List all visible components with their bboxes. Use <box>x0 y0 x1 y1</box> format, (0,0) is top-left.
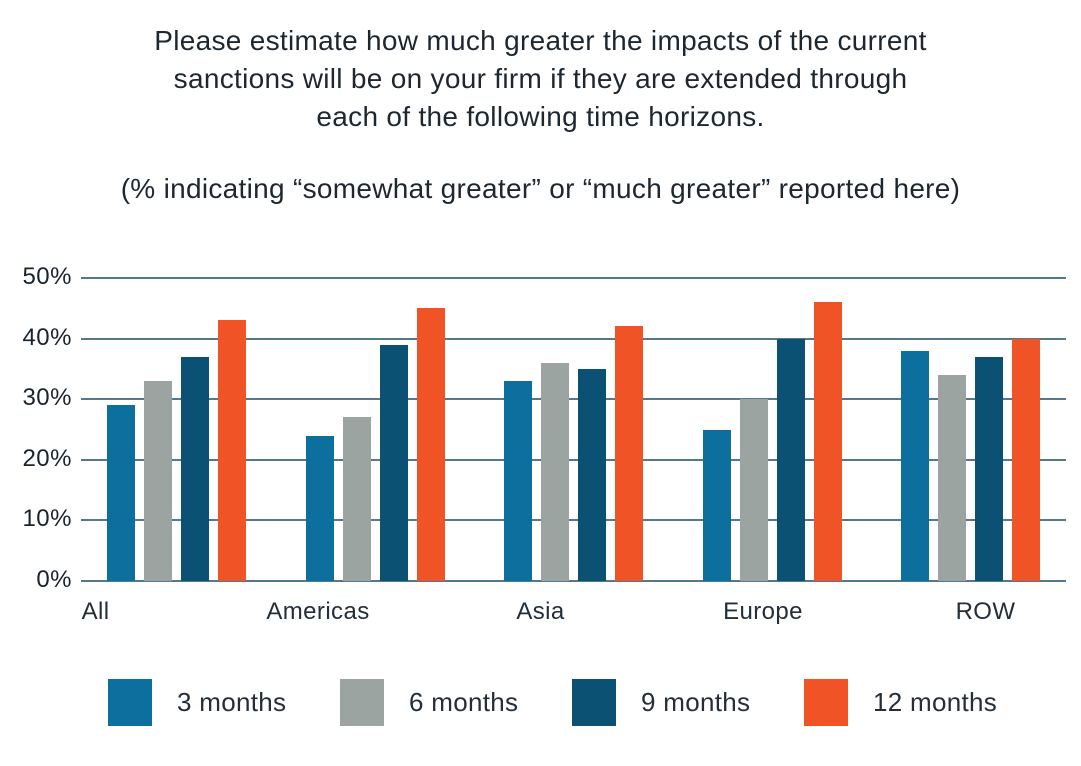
bar-row-9-months <box>975 356 1003 581</box>
bar-europe-6-months <box>739 399 768 581</box>
bar-europe-3-months <box>702 429 731 581</box>
legend-label: 3 months <box>177 687 287 717</box>
bar-europe-9-months <box>776 338 805 581</box>
bar-all-3-months <box>107 405 135 581</box>
bar-group-all <box>107 278 246 581</box>
legend-swatch-6-months <box>340 679 384 726</box>
chart-title-line: sanctions will be on your firm if they a… <box>173 63 908 94</box>
x-axis-label-asia: Asia <box>516 598 565 625</box>
legend-swatch-3-months <box>108 679 152 726</box>
bar-group-row <box>901 278 1040 581</box>
bar-americas-3-months <box>305 435 334 581</box>
legend-label: 9 months <box>641 687 751 717</box>
gridline-40 <box>81 337 1066 340</box>
bar-asia-3-months <box>504 381 532 581</box>
y-axis-tick-label: 30% <box>22 384 72 412</box>
bar-all-12-months <box>218 320 246 581</box>
legend-label: 12 months <box>873 687 998 717</box>
legend-swatch-12-months <box>804 679 848 726</box>
y-axis-tick-label: 50% <box>22 263 72 290</box>
y-axis-tick-label: 20% <box>22 444 72 472</box>
bar-all-6-months <box>144 381 172 581</box>
legend-swatch-9-months <box>572 679 616 726</box>
x-axis-labels: All Americas Asia Europe ROW <box>0 598 1081 626</box>
bars-row <box>81 278 1066 581</box>
legend-item-9-months: 9 months <box>572 679 804 726</box>
legend-item-6-months: 6 months <box>340 679 572 726</box>
gridline-50 <box>81 277 1066 279</box>
bar-asia-6-months <box>541 362 569 581</box>
y-axis-tick-label: 0% <box>36 566 72 593</box>
y-axis-tick-label: 40% <box>22 323 72 351</box>
gridline-30 <box>81 398 1066 401</box>
bar-row-6-months <box>938 374 966 581</box>
chart-title: Please estimate how much greater the imp… <box>0 22 1081 136</box>
bar-row-3-months <box>901 350 929 581</box>
gridline-10 <box>81 519 1066 522</box>
bar-group-americas <box>305 278 445 581</box>
chart-title-line: Please estimate how much greater the imp… <box>154 25 927 56</box>
bar-row-12-months <box>1012 338 1040 581</box>
bar-americas-6-months <box>342 417 371 581</box>
bar-europe-12-months <box>813 302 842 581</box>
bar-asia-9-months <box>578 368 606 581</box>
gridline-20 <box>81 458 1066 461</box>
x-axis-label-row: ROW <box>955 598 1016 625</box>
legend: 3 months 6 months 9 months 12 months <box>108 679 1036 726</box>
bar-all-9-months <box>181 356 209 581</box>
legend-item-12-months: 12 months <box>804 679 1036 726</box>
bar-asia-12-months <box>615 326 643 581</box>
legend-item-3-months: 3 months <box>108 679 340 726</box>
x-axis-label-americas: Americas <box>266 598 370 625</box>
chart-subtitle: (% indicating “somewhat greater” or “muc… <box>120 173 961 204</box>
bar-americas-12-months <box>416 308 445 581</box>
bar-group-asia <box>504 278 643 581</box>
bar-americas-9-months <box>379 344 408 581</box>
bar-group-europe <box>702 278 842 581</box>
gridline-0 <box>81 580 1066 582</box>
chart-title-line: each of the following time horizons. <box>316 101 765 132</box>
legend-label: 6 months <box>409 687 519 717</box>
y-axis-tick-label: 10% <box>22 505 72 533</box>
plot-area <box>81 277 1066 582</box>
x-axis-label-all: All <box>81 598 110 625</box>
x-axis-label-europe: Europe <box>723 598 803 625</box>
